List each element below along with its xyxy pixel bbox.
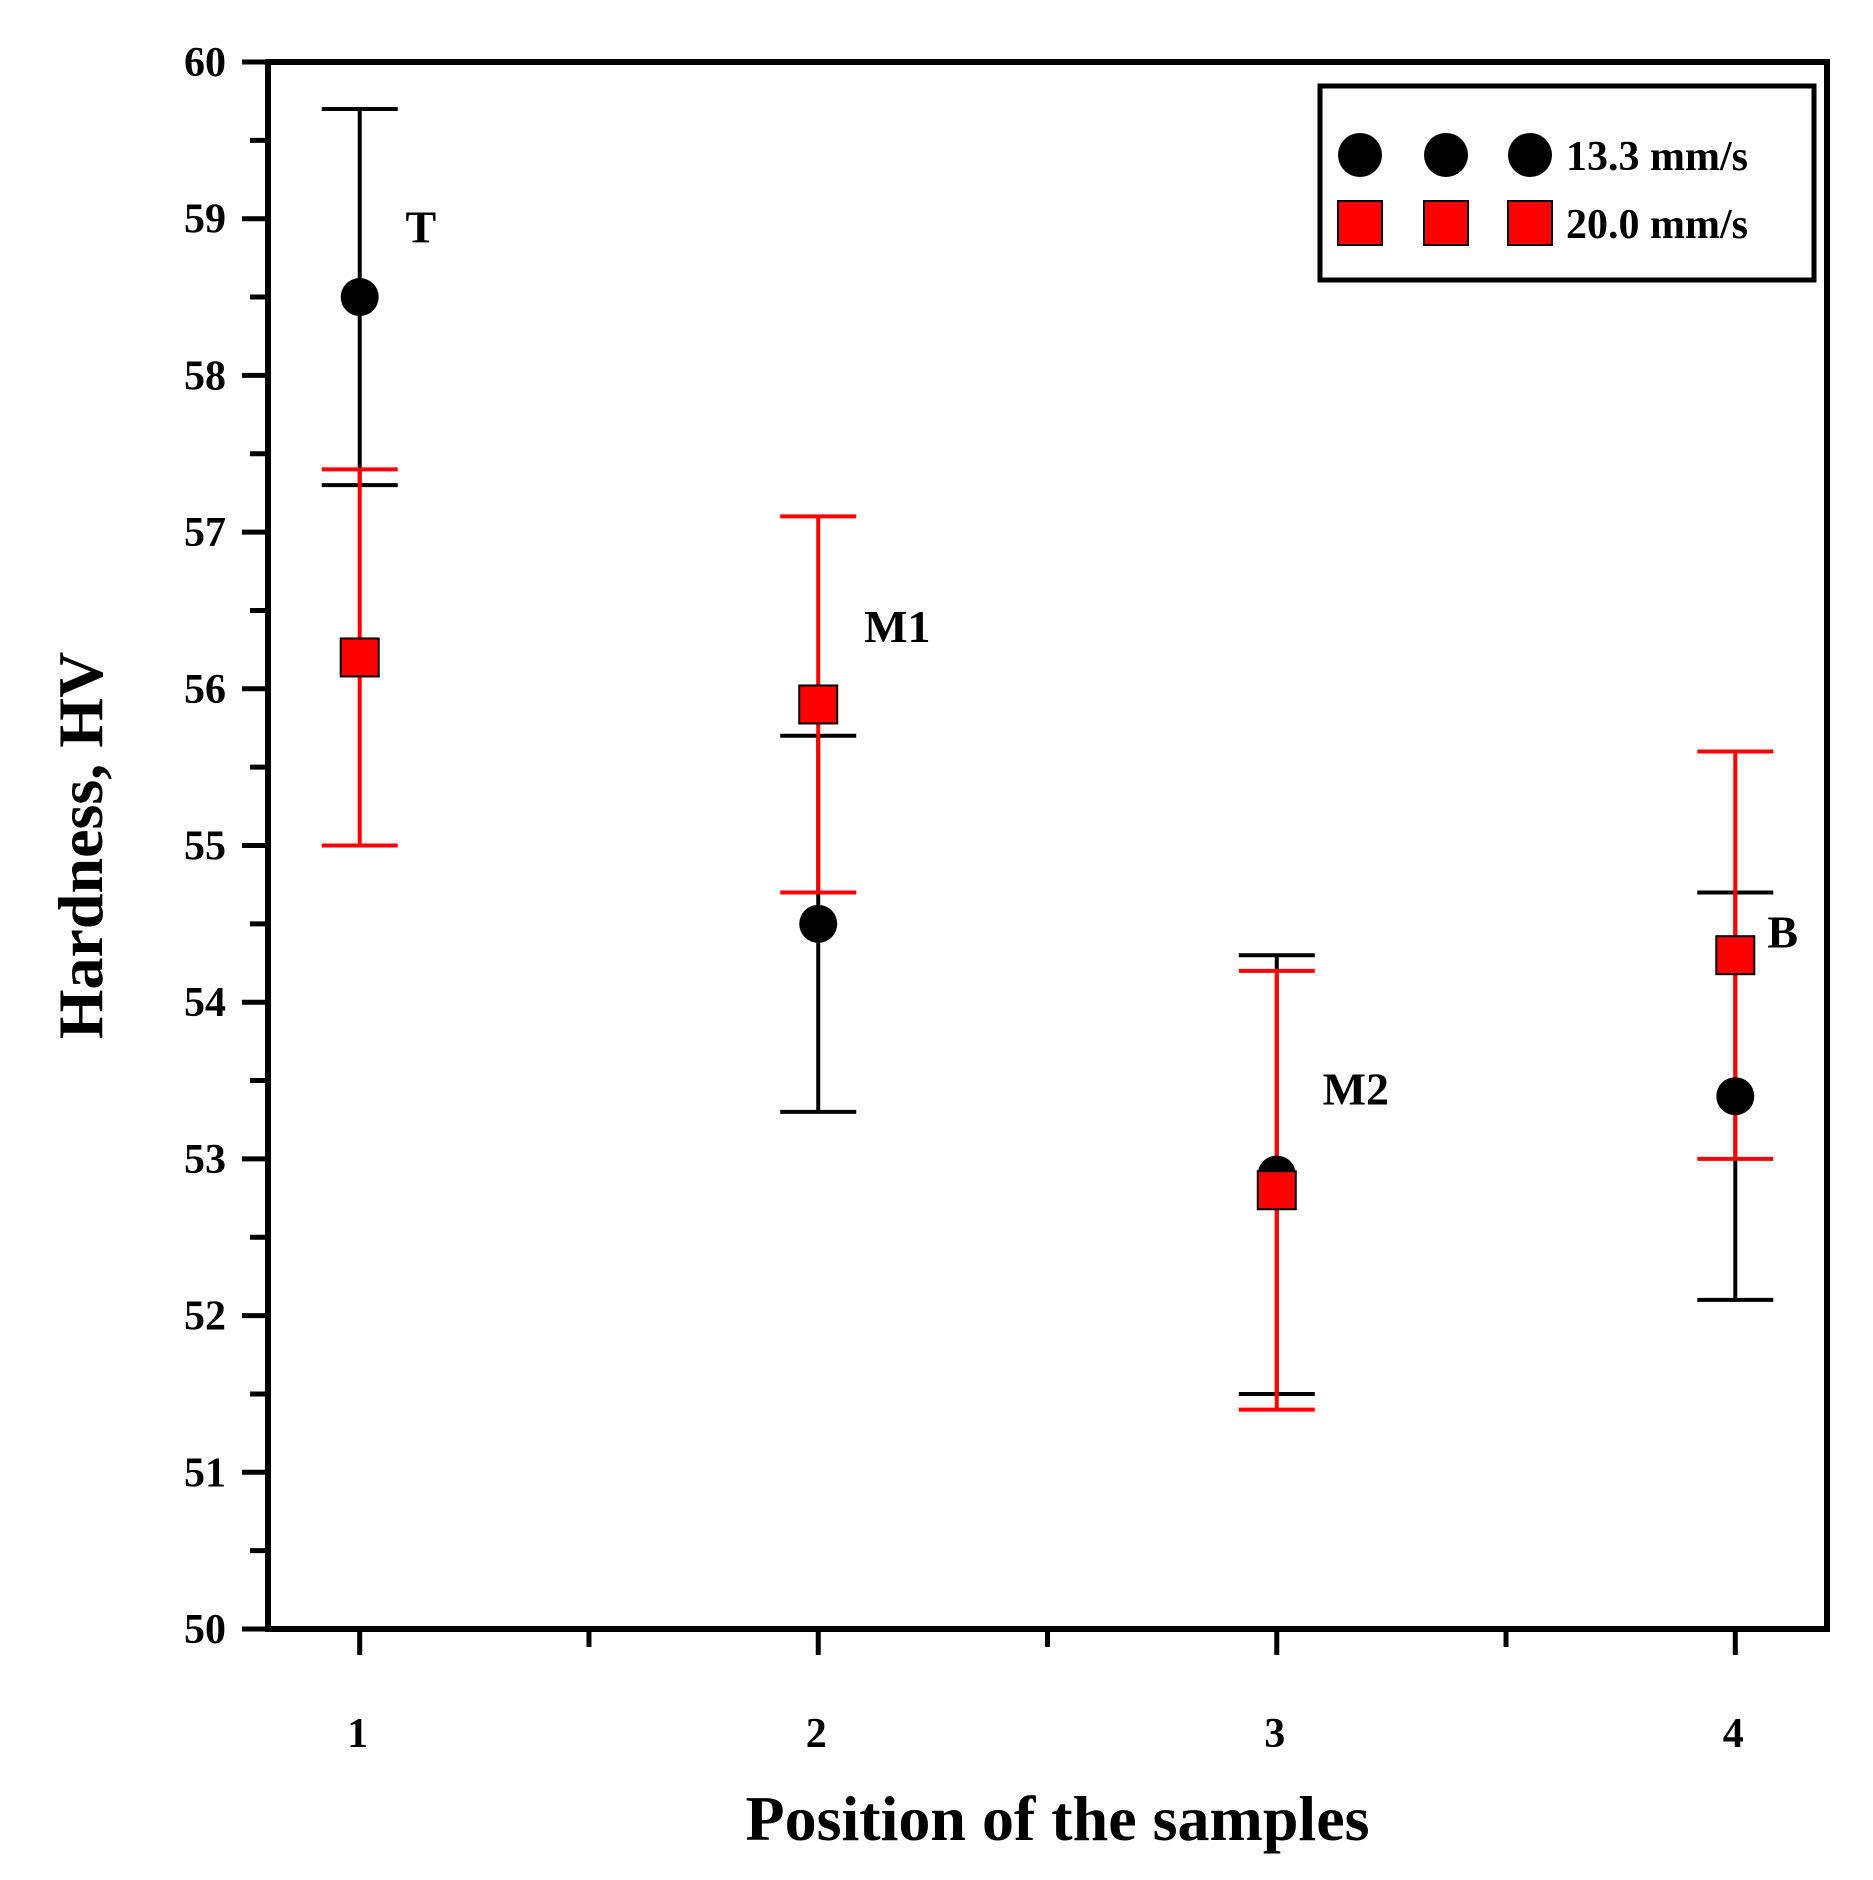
x-tick-label: 2 [806,1711,827,1757]
y-tick-label: 58 [184,353,226,399]
x-tick-label: 1 [347,1711,368,1757]
error-bars [321,107,1774,1412]
y-tick-label: 54 [184,980,226,1026]
annotations: T M1 M2 B [406,202,1799,1115]
point-annotation: M2 [1323,1063,1389,1114]
x-tick-label: 4 [1723,1711,1744,1757]
legend-label-20-0: 20.0 mm/s [1566,202,1748,248]
y-tick-label: 51 [184,1450,226,1496]
legend: 13.3 mm/s 20.0 mm/s [1317,83,1817,283]
y-tick-label: 59 [184,197,226,243]
legend-marker-circle [1508,133,1552,177]
legend-marker-circle [1424,133,1468,177]
axes: 50 51 52 53 54 55 56 57 58 59 60 1 2 3 4 [184,40,1830,1757]
legend-marker-square [1423,200,1469,246]
data-point-square [1256,1170,1297,1211]
legend-marker-circle [1338,133,1382,177]
y-axis-title: Hardness, HV [45,652,116,1040]
point-annotation: B [1767,907,1798,958]
data-point-circle [799,904,838,943]
plot-frame [265,59,1830,1632]
y-tick-label: 50 [184,1607,226,1653]
x-axis-title: Position of the samples [746,1783,1370,1854]
x-tick-label: 3 [1264,1711,1285,1757]
legend-box [1317,83,1817,283]
legend-marker-square [1507,200,1553,246]
y-tick-label: 56 [184,667,226,713]
data-point-square [1715,935,1756,976]
point-annotation: M1 [864,601,930,652]
data-markers [339,278,1756,1211]
y-tick-label: 55 [184,824,226,870]
data-point-circle [1716,1077,1755,1116]
data-point-square [798,684,839,725]
legend-marker-square [1337,200,1383,246]
y-tick-label: 52 [184,1294,226,1340]
point-annotation: T [406,202,437,253]
legend-label-13-3: 13.3 mm/s [1566,134,1748,180]
y-tick-label: 60 [184,40,226,86]
y-tick-label: 53 [184,1137,226,1183]
data-point-square [339,637,380,678]
data-point-circle [340,278,379,317]
legend-markers [1337,133,1553,246]
y-tick-label: 57 [184,510,226,556]
